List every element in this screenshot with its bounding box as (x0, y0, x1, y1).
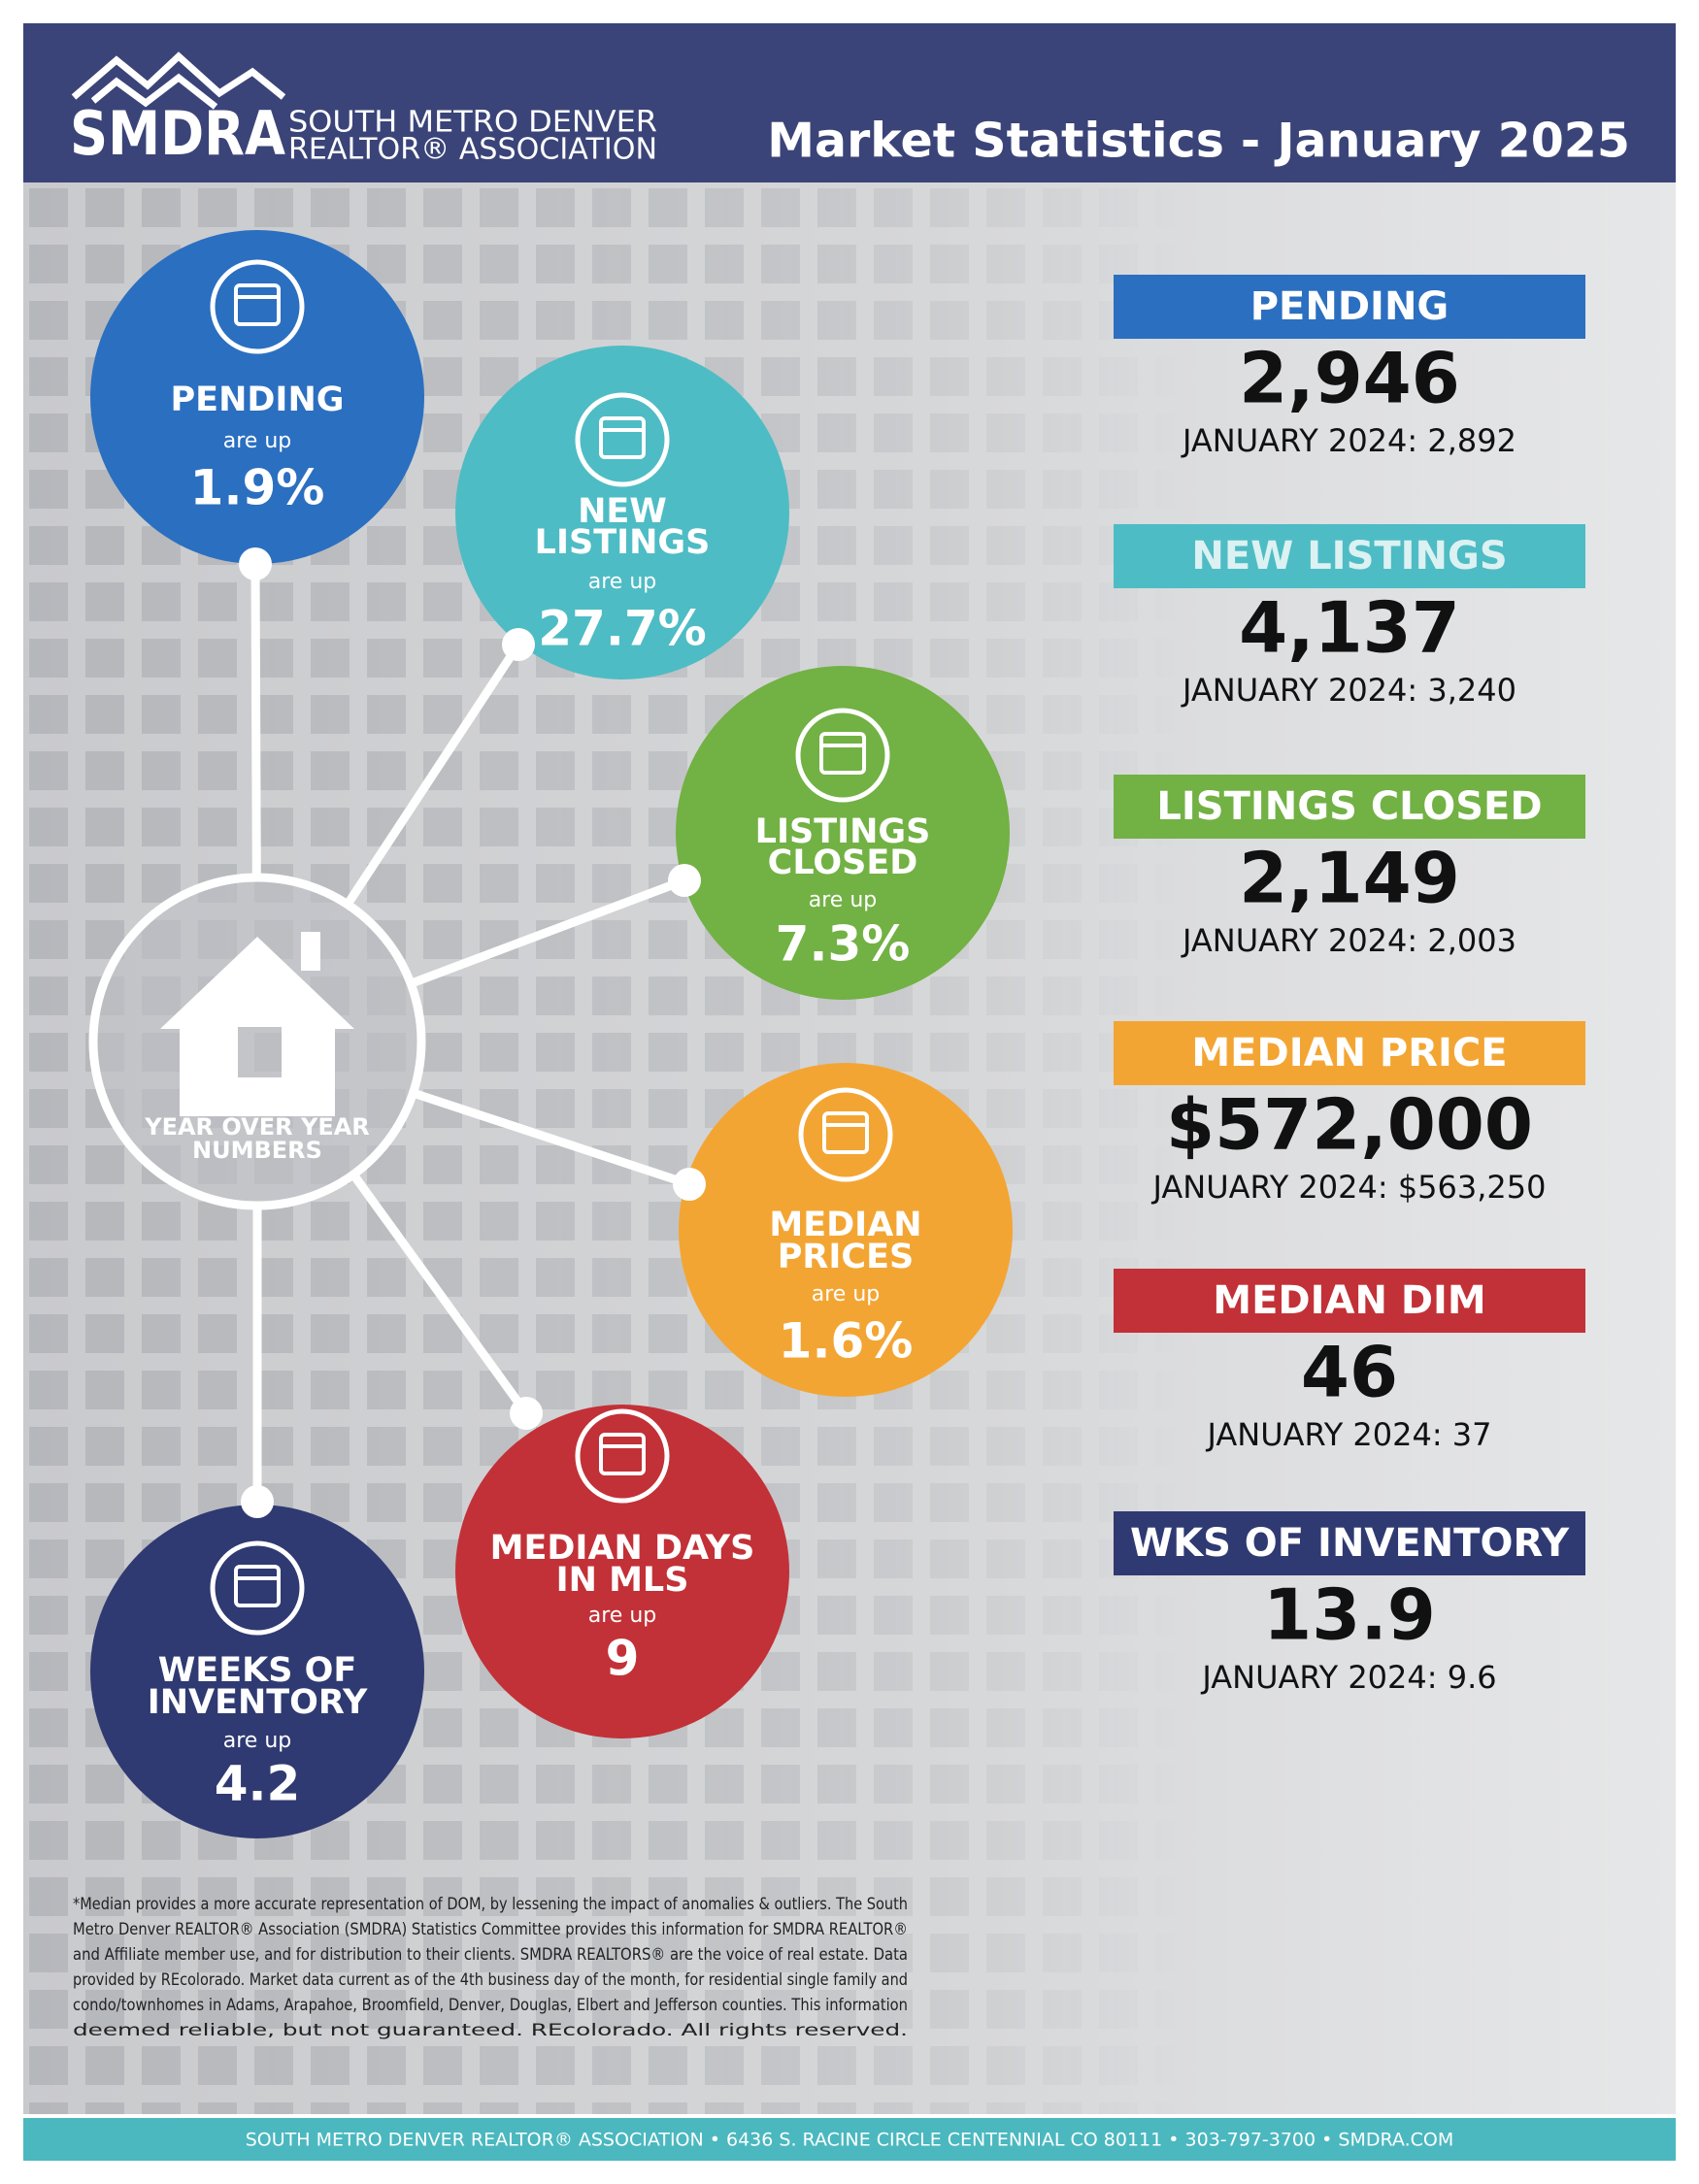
stat-label: NEW LISTINGS (1191, 534, 1507, 579)
circle-change: 1.6% (779, 1313, 914, 1370)
dot (239, 547, 272, 580)
icon (819, 732, 866, 775)
stat-comparison: JANUARY 2024: $563,250 (1151, 1169, 1547, 1206)
stat-bar (1114, 1021, 1585, 1085)
icon (234, 283, 281, 326)
dot (668, 864, 701, 897)
footnote: condo/townhomes in Adams, Arapahoe, Broo… (73, 1996, 908, 2015)
footer-band (23, 2118, 1676, 2161)
footnote: deemed reliable, but not guaranteed. REc… (73, 2021, 908, 2040)
footnote: provided by REcolorado. Market data curr… (73, 1970, 908, 1990)
circle-change: 1.9% (190, 460, 325, 516)
stat-label: MEDIAN DIM (1213, 1278, 1485, 1323)
circle-label: MEDIAN DAYS (490, 1529, 755, 1568)
stat-value: $572,000 (1166, 1084, 1533, 1166)
stat-value: 2,946 (1239, 338, 1460, 419)
stat-bar (1114, 275, 1585, 339)
stat-value: 4,137 (1239, 587, 1460, 669)
logo-roofs (71, 51, 286, 110)
stat-bar (1114, 1269, 1585, 1333)
icon-ring (798, 1087, 893, 1182)
header-band (23, 23, 1676, 182)
dot (510, 1397, 543, 1430)
circle-label: LISTINGS (755, 812, 931, 851)
circle-label: IN MLS (556, 1561, 689, 1600)
stat-comparison: JANUARY 2024: 2,892 (1181, 422, 1516, 459)
stat-label: WKS OF INVENTORY (1130, 1521, 1570, 1566)
stat-circle (455, 1405, 789, 1738)
stat-bar (1114, 1511, 1585, 1575)
stat-bar (1114, 775, 1585, 839)
dot (241, 1485, 274, 1518)
circle-change: 9 (606, 1631, 640, 1687)
circle-change: 27.7% (538, 601, 706, 657)
circle-label: LISTINGS (535, 523, 711, 562)
stat-value: 13.9 (1263, 1574, 1436, 1656)
footnote: and Affiliate member use, and for distri… (73, 1945, 908, 1965)
icon-ring (575, 392, 670, 487)
stat-value: 2,149 (1239, 838, 1460, 919)
stat-comparison: JANUARY 2024: 9.6 (1200, 1659, 1496, 1696)
circle-sub: are up (588, 1604, 656, 1628)
circle-sub: are up (223, 1729, 291, 1753)
footer: SOUTH METRO DENVER REALTOR® ASSOCIATION … (246, 2130, 1453, 2151)
connector (250, 563, 261, 878)
dot (502, 628, 535, 661)
hub-circle (88, 873, 426, 1210)
org-name: REALTOR® ASSOCIATION (288, 133, 657, 167)
page-title: Market Statistics - January 2025 (767, 114, 1630, 169)
stat-circle (90, 1505, 424, 1838)
stat-circle (90, 230, 424, 564)
icon-ring (210, 1540, 305, 1636)
icon (234, 1565, 281, 1607)
circle-change: 4.2 (215, 1756, 301, 1812)
org-name: SOUTH METRO DENVER (288, 106, 657, 140)
stat-circle (676, 666, 1010, 1000)
icon-ring (210, 259, 305, 354)
stat-comparison: JANUARY 2024: 37 (1205, 1416, 1491, 1453)
circle-sub: are up (223, 429, 291, 453)
stat-label: PENDING (1250, 284, 1449, 329)
stat-circle (455, 346, 789, 679)
icon-ring (795, 708, 890, 803)
connector (344, 642, 522, 908)
footnote: Metro Denver REALTOR® Association (SMDRA… (73, 1920, 908, 1939)
stat-comparison: JANUARY 2024: 3,240 (1181, 672, 1516, 709)
circle-label: CLOSED (768, 844, 918, 882)
chimney (301, 932, 320, 971)
icon (599, 416, 646, 459)
icon (822, 1111, 869, 1154)
stat-label: MEDIAN PRICE (1191, 1031, 1507, 1075)
dot (673, 1168, 706, 1201)
stat-label: LISTINGS CLOSED (1156, 784, 1542, 829)
hub-label: NUMBERS (192, 1137, 322, 1164)
stat-bar (1114, 524, 1585, 588)
circle-sub: are up (588, 570, 656, 594)
circle-label: NEW (578, 492, 667, 531)
stat-value: 46 (1301, 1332, 1398, 1413)
circle-sub: are up (809, 888, 877, 912)
stat-circle (679, 1063, 1013, 1397)
circle-label: INVENTORY (148, 1683, 368, 1722)
circle-label: MEDIAN (769, 1206, 921, 1244)
icon (599, 1433, 646, 1475)
circle-sub: are up (812, 1282, 880, 1307)
icon-ring (575, 1408, 670, 1504)
connector (409, 876, 686, 988)
stat-comparison: JANUARY 2024: 2,003 (1181, 922, 1516, 959)
circle-label: PRICES (778, 1238, 914, 1276)
footnote: *Median provides a more accurate represe… (73, 1895, 908, 1914)
hub-label: YEAR OVER YEAR (144, 1113, 370, 1141)
circle-label: PENDING (171, 381, 345, 419)
logo: SMDRA (70, 98, 285, 169)
circle-label: WEEKS OF (158, 1651, 357, 1690)
connector (412, 1088, 691, 1189)
connector (350, 1172, 530, 1416)
circle-change: 7.3% (776, 916, 911, 973)
house-icon (160, 937, 354, 1116)
